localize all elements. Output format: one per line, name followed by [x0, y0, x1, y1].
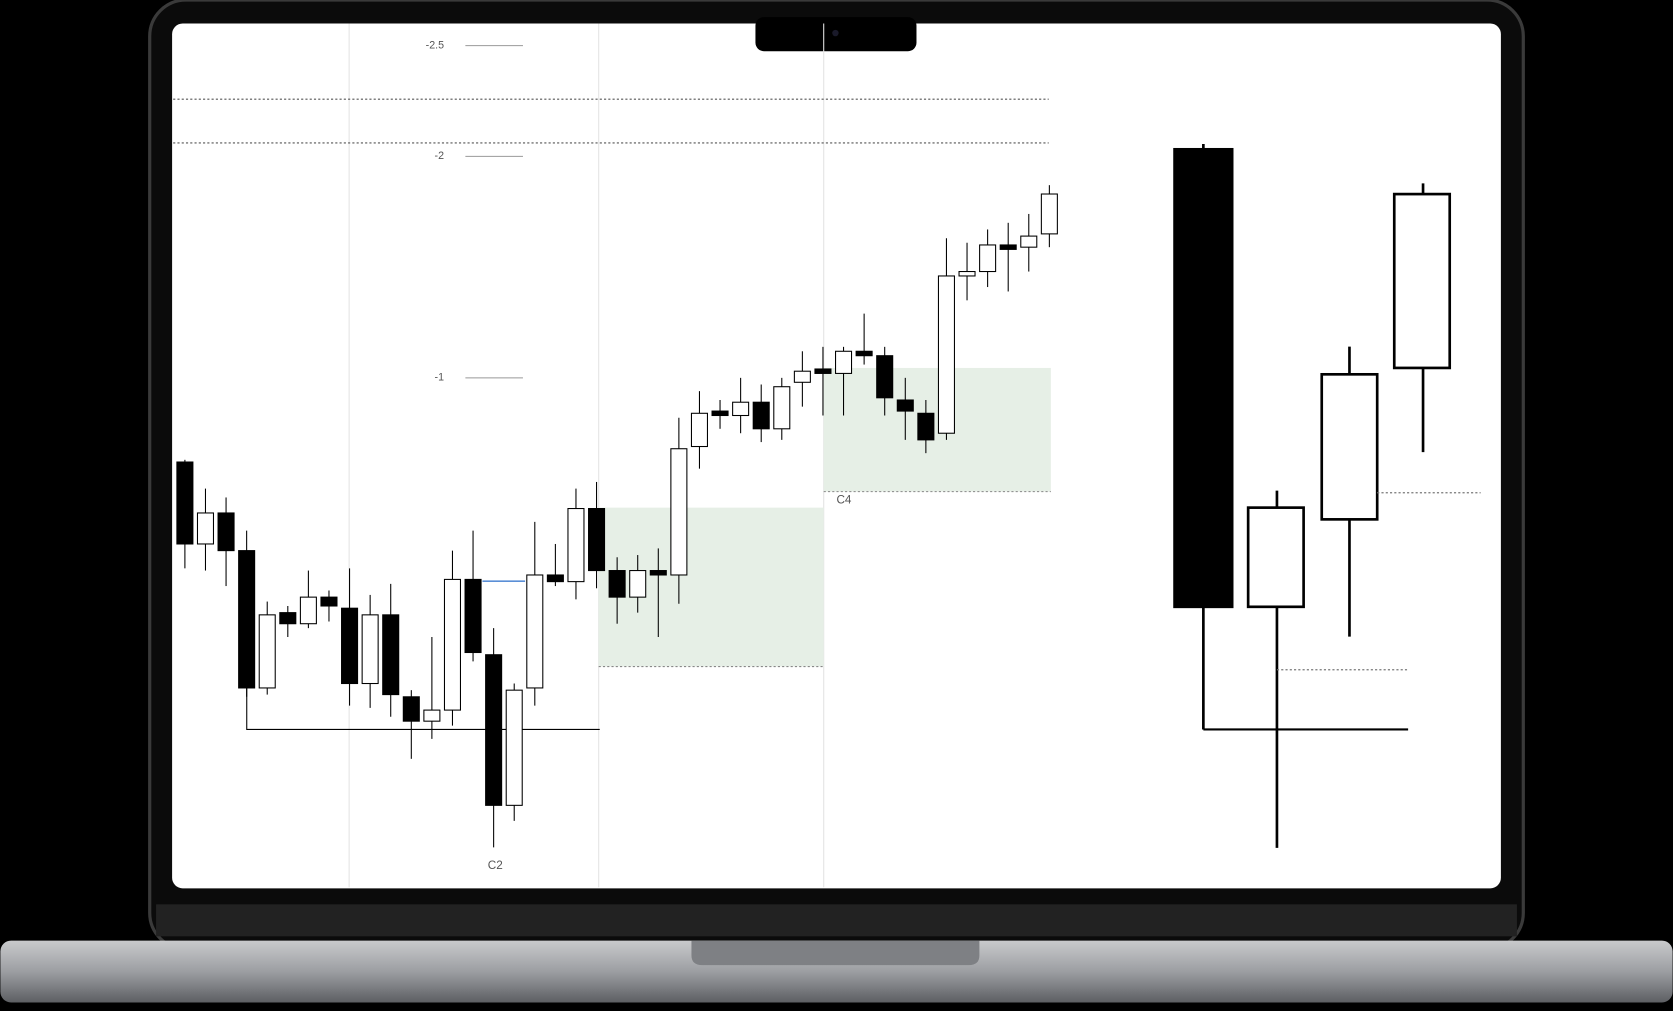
- candle-body: [402, 696, 420, 722]
- body: [1246, 506, 1305, 609]
- candle-body: [999, 244, 1017, 250]
- candle-body: [732, 401, 750, 417]
- candle-body: [752, 401, 770, 430]
- candle-body: [896, 399, 914, 412]
- candle-body: [196, 512, 215, 545]
- candle-body: [608, 570, 626, 598]
- candle-body: [979, 244, 997, 273]
- candle-body: [855, 350, 873, 357]
- candle-body: [670, 448, 688, 576]
- candle-body: [382, 614, 400, 696]
- candle-body: [937, 275, 955, 434]
- candle-body: [1040, 193, 1058, 235]
- candle-body: [588, 508, 606, 572]
- candle-body: [341, 607, 359, 685]
- candle-body: [443, 578, 462, 711]
- chart: -2.5 -2 -1 C2 C4: [173, 23, 1058, 888]
- annotation: C4: [836, 493, 851, 506]
- candle-body: [505, 689, 523, 806]
- sweep-line: [246, 687, 600, 730]
- candle-body: [567, 508, 585, 583]
- schematic: [1173, 143, 1481, 848]
- candle-body: [690, 412, 708, 448]
- candle-body: [711, 410, 729, 417]
- body: [1320, 372, 1379, 521]
- candle-body: [835, 350, 853, 374]
- candle-body: [649, 570, 667, 576]
- body: [1173, 147, 1234, 609]
- candle-body: [464, 578, 482, 654]
- candle-body: [546, 574, 564, 583]
- body: [1392, 192, 1452, 370]
- y-tick-label: -2.5: [426, 39, 444, 51]
- candle-body: [176, 461, 194, 545]
- candle-body: [526, 574, 544, 689]
- candle-body: [423, 709, 441, 722]
- camera: [832, 29, 839, 37]
- candle-body: [299, 596, 317, 625]
- candle-body: [917, 412, 935, 441]
- candle-body: [958, 271, 976, 277]
- candle-body: [793, 370, 811, 383]
- candle-body: [773, 386, 791, 430]
- laptop-base: [0, 940, 1673, 1003]
- y-tick-label: -1: [435, 372, 445, 384]
- candle-body: [258, 614, 276, 689]
- candle-body: [361, 614, 379, 685]
- annotation: C2: [488, 859, 503, 872]
- candle-body: [320, 596, 338, 607]
- y-tick-label: -2: [435, 150, 445, 162]
- candle-body: [629, 570, 647, 598]
- candle-body: [876, 355, 894, 399]
- candle-body: [814, 368, 832, 374]
- bezel-strip: [156, 904, 1517, 937]
- candle-body: [1020, 235, 1038, 248]
- zone: [823, 367, 1051, 492]
- candle-body: [485, 654, 503, 806]
- candle-body: [238, 550, 256, 689]
- candle-body: [279, 612, 297, 625]
- candle-body: [217, 512, 235, 552]
- base-notch: [691, 940, 980, 966]
